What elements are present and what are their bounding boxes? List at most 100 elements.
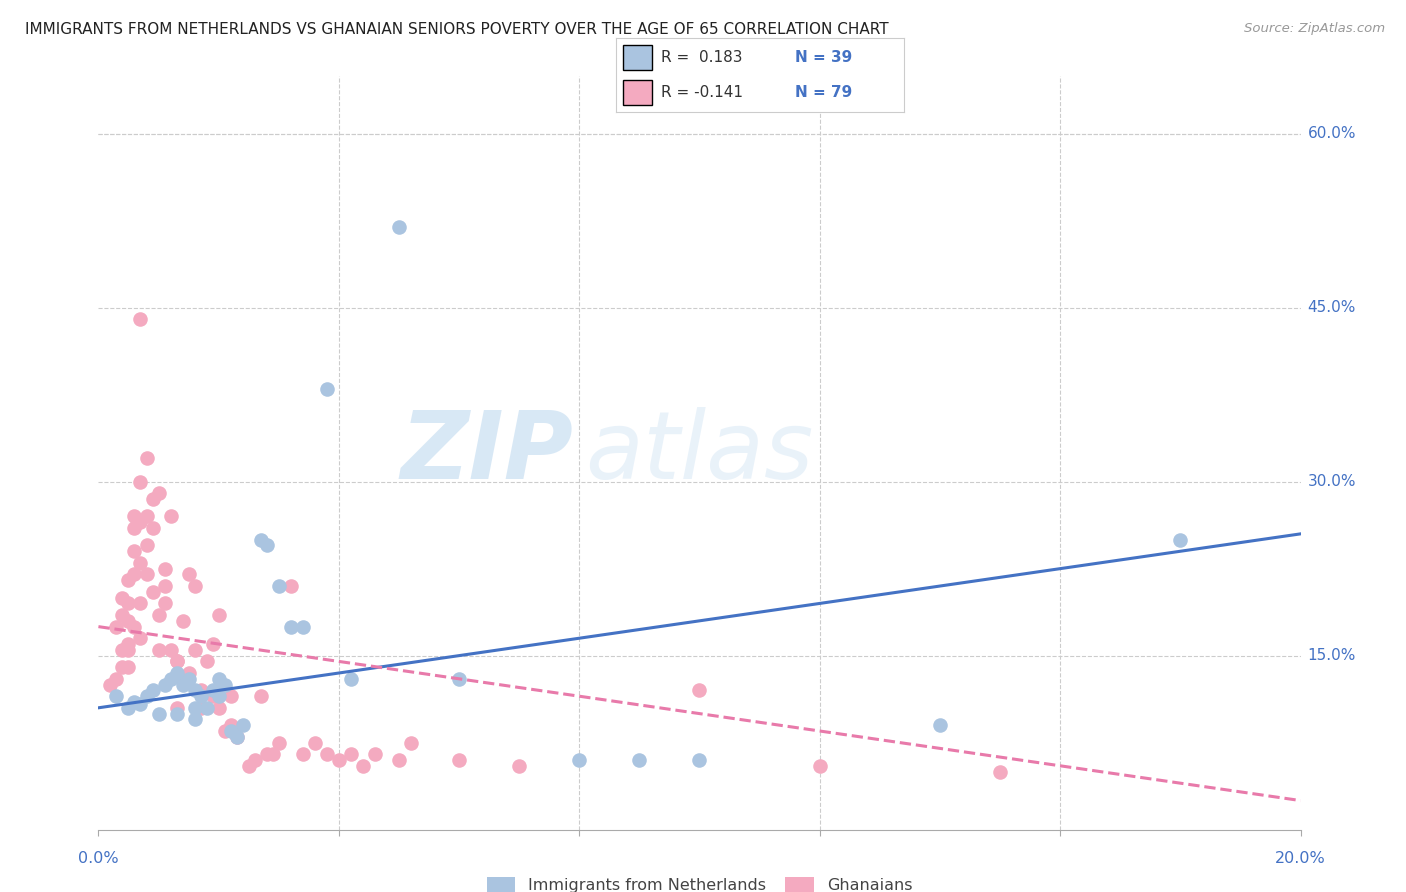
Point [124, 619, 146, 633]
Point [208, 608, 231, 623]
Point [141, 492, 163, 507]
Point [129, 632, 152, 646]
Point [117, 614, 139, 628]
Point [315, 747, 337, 762]
Text: N = 39: N = 39 [794, 50, 852, 65]
Point [225, 730, 247, 744]
Point [291, 619, 314, 633]
Point [105, 689, 128, 703]
Point [129, 516, 152, 530]
Point [243, 753, 266, 767]
Point [111, 660, 134, 674]
Point [315, 382, 337, 396]
Point [117, 660, 139, 674]
Text: 45.0%: 45.0% [1308, 301, 1355, 315]
Point [256, 747, 278, 762]
Point [141, 521, 163, 535]
Point [148, 486, 170, 500]
Text: R = -0.141: R = -0.141 [661, 85, 742, 100]
Point [929, 718, 952, 732]
Text: 60.0%: 60.0% [1308, 127, 1355, 141]
Point [172, 672, 194, 686]
Point [105, 672, 128, 686]
Point [166, 655, 188, 669]
Legend: Immigrants from Netherlands, Ghanaians: Immigrants from Netherlands, Ghanaians [486, 877, 912, 892]
Point [117, 574, 139, 588]
Point [249, 689, 271, 703]
Point [129, 475, 152, 489]
Point [153, 579, 176, 593]
Text: 15.0%: 15.0% [1308, 648, 1355, 663]
Point [201, 689, 224, 703]
Point [177, 567, 200, 582]
Text: 30.0%: 30.0% [1308, 475, 1355, 489]
Point [105, 619, 128, 633]
Point [183, 579, 205, 593]
Point [129, 312, 152, 326]
Point [111, 608, 134, 623]
Point [111, 591, 134, 605]
Point [124, 695, 146, 709]
Point [166, 665, 188, 680]
Text: ZIP: ZIP [401, 407, 574, 499]
Point [508, 758, 530, 772]
Point [100, 678, 122, 692]
Point [568, 753, 591, 767]
Text: 0.0%: 0.0% [79, 851, 118, 865]
Point [141, 585, 163, 599]
Point [148, 642, 170, 657]
Point [808, 758, 831, 772]
Point [135, 689, 157, 703]
Point [183, 701, 205, 715]
Point [117, 642, 139, 657]
FancyBboxPatch shape [623, 45, 652, 70]
Point [340, 747, 363, 762]
Point [988, 764, 1011, 779]
Point [628, 753, 651, 767]
Point [135, 509, 157, 524]
Point [190, 689, 212, 703]
Point [124, 509, 146, 524]
Point [141, 683, 163, 698]
Text: 20.0%: 20.0% [1275, 851, 1326, 865]
Point [124, 567, 146, 582]
FancyBboxPatch shape [623, 80, 652, 105]
Text: Source: ZipAtlas.com: Source: ZipAtlas.com [1244, 22, 1385, 36]
Point [166, 701, 188, 715]
Point [117, 701, 139, 715]
Point [172, 614, 194, 628]
Point [177, 672, 200, 686]
Point [291, 747, 314, 762]
Point [214, 678, 236, 692]
Point [208, 701, 231, 715]
Point [328, 753, 350, 767]
Point [111, 642, 134, 657]
Point [159, 509, 181, 524]
Point [172, 678, 194, 692]
Point [352, 758, 374, 772]
Point [117, 596, 139, 610]
Point [153, 596, 176, 610]
Point [201, 637, 224, 651]
Point [195, 655, 218, 669]
Point [135, 567, 157, 582]
Point [688, 753, 710, 767]
Point [1170, 533, 1192, 547]
Point [208, 689, 231, 703]
Point [219, 689, 242, 703]
Point [304, 735, 326, 749]
Point [219, 724, 242, 739]
Point [117, 637, 139, 651]
Point [166, 655, 188, 669]
Point [159, 642, 181, 657]
Point [280, 579, 302, 593]
Point [153, 562, 176, 576]
Point [135, 539, 157, 553]
Point [159, 672, 181, 686]
Point [267, 735, 290, 749]
Point [280, 619, 302, 633]
Point [364, 747, 387, 762]
Point [135, 451, 157, 466]
Point [232, 718, 254, 732]
Point [447, 672, 470, 686]
